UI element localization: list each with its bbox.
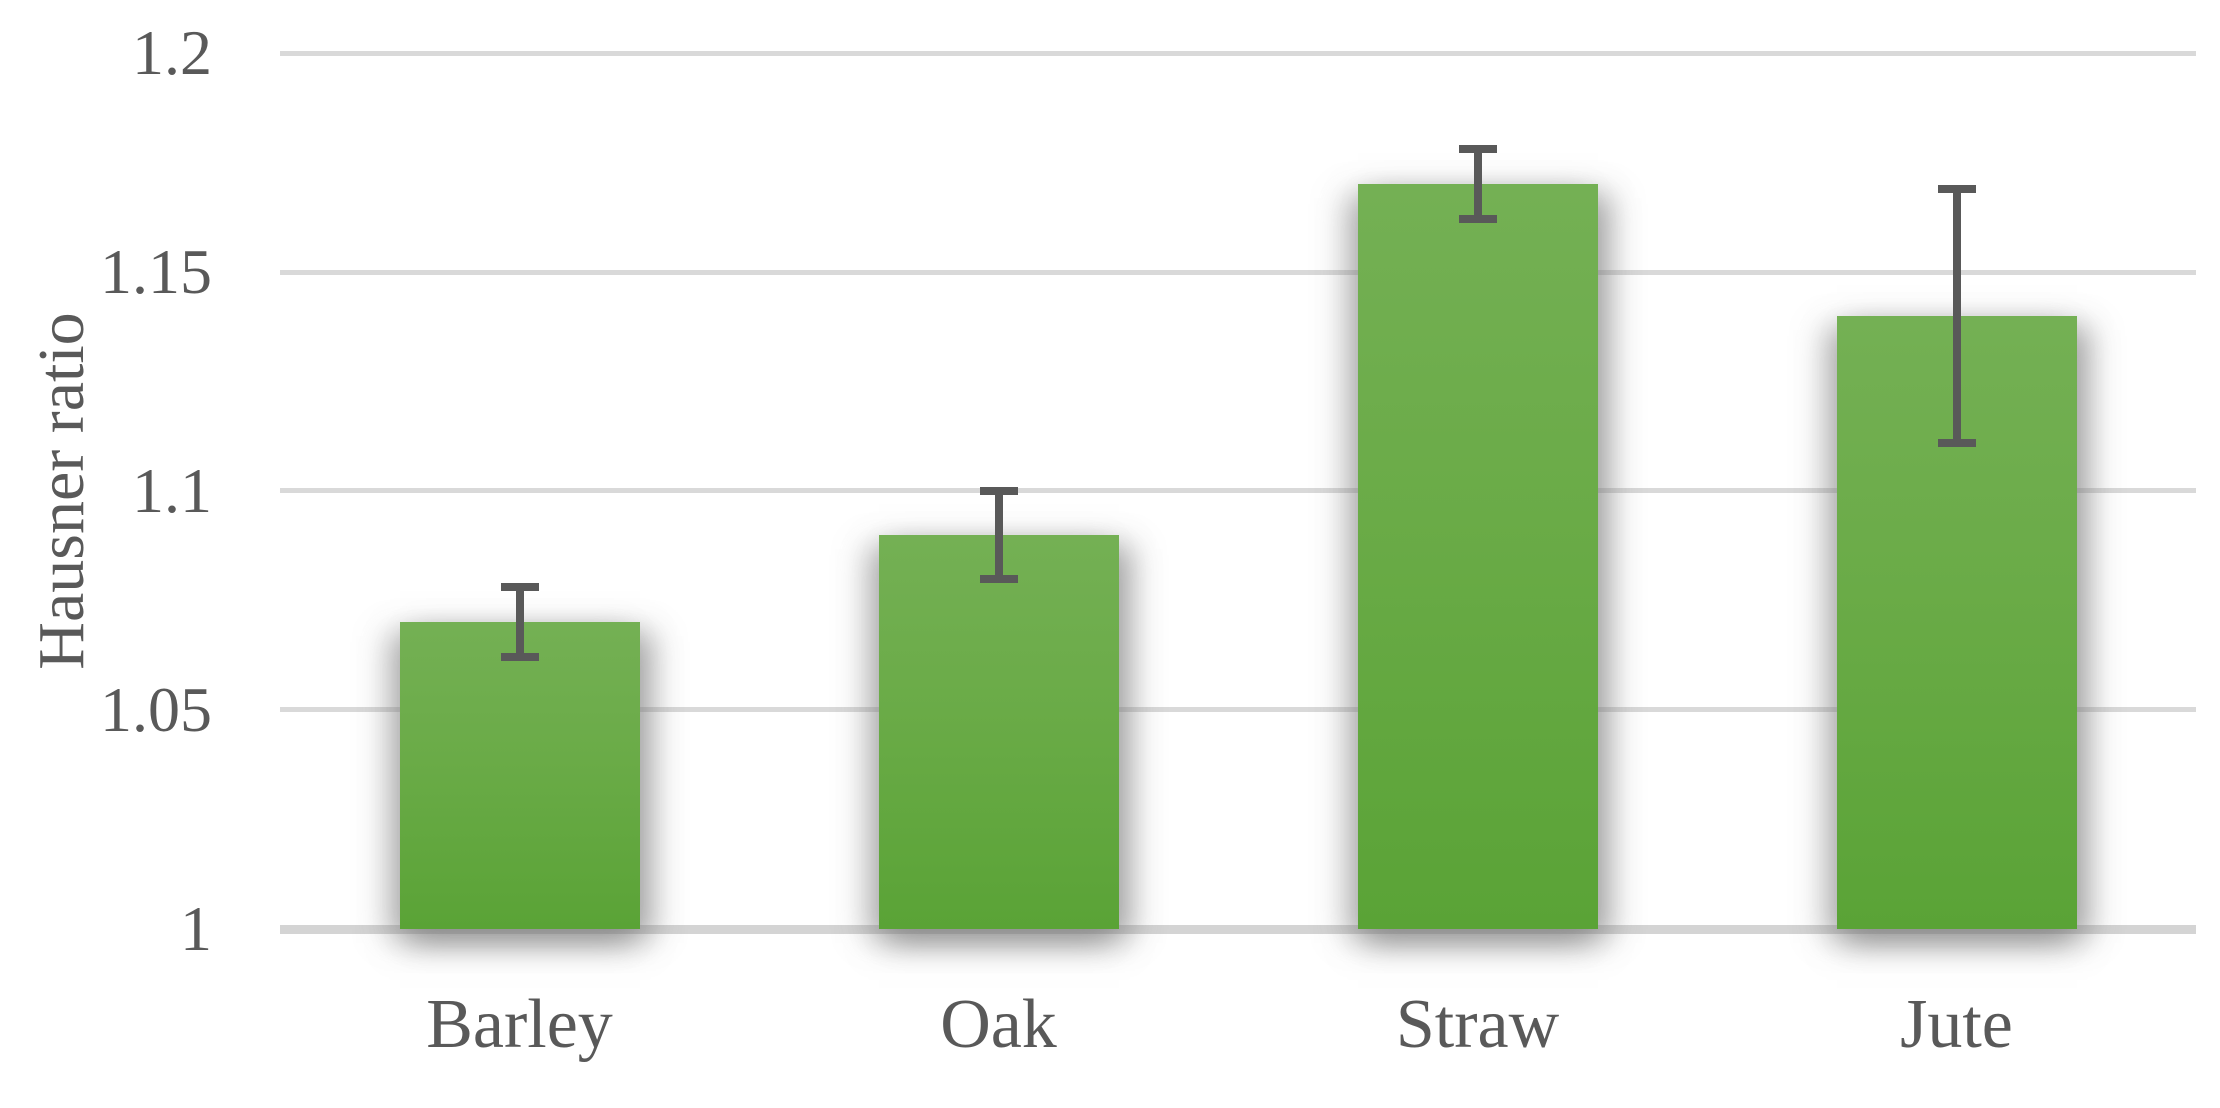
error-bar-cap <box>1459 215 1497 223</box>
x-category-label-straw: Straw <box>1395 986 1560 1063</box>
x-category-label-jute: Jute <box>1900 986 2013 1063</box>
gridline <box>280 707 2196 712</box>
y-tick-label: 1 <box>180 893 212 964</box>
error-bar-cap <box>1938 439 1976 447</box>
bar-barley <box>400 622 640 929</box>
x-category-label-oak: Oak <box>940 986 1057 1063</box>
error-bar-barley <box>516 587 524 657</box>
error-bar-cap <box>980 575 1018 583</box>
y-tick-label: 1.2 <box>132 17 212 88</box>
gridline <box>280 51 2196 56</box>
gridline <box>280 270 2196 275</box>
x-axis-baseline <box>280 925 2196 934</box>
error-bar-cap <box>980 487 1018 495</box>
error-bar-oak <box>995 491 1003 579</box>
error-bar-jute <box>1953 189 1961 443</box>
y-tick-label: 1.1 <box>132 455 212 526</box>
error-bar-cap <box>501 653 539 661</box>
x-category-label-barley: Barley <box>426 986 613 1063</box>
bar-straw <box>1358 184 1598 929</box>
error-bar-straw <box>1474 149 1482 219</box>
error-bar-cap <box>501 583 539 591</box>
error-bar-cap <box>1459 145 1497 153</box>
error-bar-cap <box>1938 185 1976 193</box>
gridline <box>280 488 2196 493</box>
y-tick-label: 1.05 <box>100 674 212 745</box>
bar-oak <box>879 535 1119 929</box>
y-tick-label: 1.15 <box>100 236 212 307</box>
